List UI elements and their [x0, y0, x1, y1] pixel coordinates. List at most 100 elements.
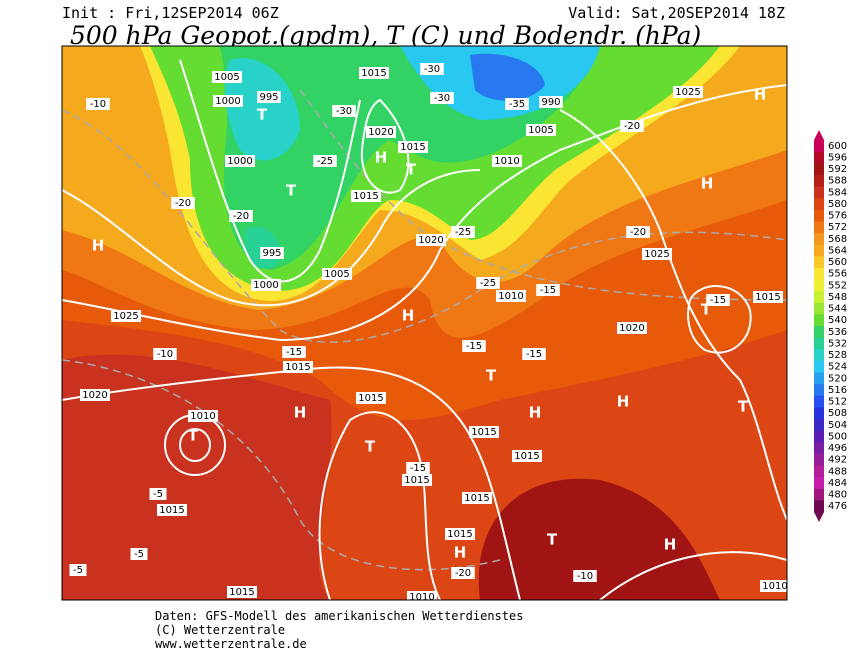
label-box	[445, 528, 475, 540]
colorbar-label: 568	[828, 234, 847, 245]
contour-label: 1000	[227, 156, 252, 167]
label-box	[283, 361, 313, 373]
pressure-center: H	[617, 393, 630, 411]
colorbar-swatch	[814, 477, 824, 490]
colorbar-label: 516	[828, 385, 847, 396]
colorbar-label: 576	[828, 211, 847, 222]
label-box	[86, 98, 110, 110]
contour-label: 1000	[253, 280, 278, 291]
label-box	[322, 268, 352, 280]
contour-label: -15	[526, 349, 542, 360]
label-box	[149, 488, 167, 500]
contour-label: -20	[455, 568, 471, 579]
colorbar-label: 496	[828, 443, 847, 454]
label-box	[153, 348, 177, 360]
colorbar-swatch	[814, 349, 824, 362]
colorbar-swatch	[814, 372, 824, 385]
contour-label: 1015	[229, 587, 254, 598]
colorbar-swatch	[814, 442, 824, 455]
colorbar-label: 504	[828, 420, 847, 431]
label-box	[416, 234, 446, 246]
pressure-center: T	[286, 182, 297, 200]
label-box	[536, 284, 560, 296]
label-box	[451, 226, 475, 238]
label-box	[706, 294, 730, 306]
colorbar-swatch	[814, 407, 824, 420]
contour-label: -10	[157, 349, 173, 360]
contour-label: -15	[466, 341, 482, 352]
colorbar-label: 476	[828, 501, 847, 512]
colorbar-swatch	[814, 221, 824, 234]
pressure-center: T	[257, 106, 268, 124]
label-box	[229, 210, 253, 222]
label-box	[469, 426, 499, 438]
label-box	[69, 564, 87, 576]
colorbar-swatch	[814, 209, 824, 222]
contour-label: 1025	[675, 87, 700, 98]
contour-label: -15	[410, 463, 426, 474]
colorbar-label: 488	[828, 466, 847, 477]
contour-label: 995	[262, 248, 281, 259]
contour-label: 1010	[409, 592, 434, 603]
footer-line: www.wetterzentrale.de	[155, 637, 307, 651]
init-time: Init : Fri,12SEP2014 06Z	[62, 4, 279, 22]
contour-label: -30	[434, 93, 450, 104]
contour-label: -25	[455, 227, 471, 238]
colorbar-label: 480	[828, 490, 847, 501]
colorbar-swatch	[814, 186, 824, 199]
label-box	[212, 71, 242, 83]
label-box	[80, 389, 110, 401]
contour-label: 1015	[404, 475, 429, 486]
pressure-center: T	[365, 438, 376, 456]
colorbar-swatch	[814, 326, 824, 339]
colorbar-label: 528	[828, 350, 847, 361]
colorbar: 6005965925885845805765725685645605565525…	[814, 130, 847, 522]
label-box	[760, 580, 787, 592]
label-box	[406, 462, 430, 474]
contour-label: 1010	[498, 291, 523, 302]
colorbar-swatch	[814, 163, 824, 176]
colorbar-label: 544	[828, 304, 847, 315]
label-box	[282, 346, 306, 358]
pressure-center: H	[701, 175, 714, 193]
contour-label: -20	[233, 211, 249, 222]
map-title: 500 hPa Geopot.(gpdm), T (C) und Bodendr…	[70, 21, 701, 50]
contour-label: -5	[134, 549, 144, 560]
label-box	[402, 474, 432, 486]
colorbar-arrow-top	[814, 130, 824, 140]
contour-label: 1015	[755, 292, 780, 303]
colorbar-swatch	[814, 279, 824, 292]
colorbar-swatch	[814, 267, 824, 280]
contour-label: 1010	[494, 156, 519, 167]
pressure-center: T	[738, 398, 749, 416]
contour-label: -20	[175, 198, 191, 209]
label-box	[356, 392, 386, 404]
label-box	[492, 155, 522, 167]
label-box	[505, 98, 529, 110]
contour-label: -5	[73, 565, 83, 576]
colorbar-label: 492	[828, 455, 847, 466]
pressure-center: H	[529, 404, 542, 422]
colorbar-label: 600	[828, 141, 847, 152]
label-box	[257, 91, 281, 103]
contour-label: -15	[286, 347, 302, 358]
colorbar-label: 560	[828, 257, 847, 268]
pressure-center: H	[454, 544, 467, 562]
pressure-center: H	[402, 307, 415, 325]
colorbar-label: 548	[828, 292, 847, 303]
label-box	[213, 95, 243, 107]
label-box	[227, 586, 257, 598]
label-box	[359, 67, 389, 79]
contour-label: 995	[259, 92, 278, 103]
contour-label: 1015	[361, 68, 386, 79]
pressure-center: T	[547, 531, 558, 549]
map-frame	[61, 45, 788, 601]
contour-label: -30	[336, 106, 352, 117]
label-box	[673, 86, 703, 98]
contour-label: 1000	[215, 96, 240, 107]
pressure-center: T	[406, 161, 417, 179]
colorbar-arrow-bottom	[814, 512, 824, 522]
contour-label: 1020	[619, 323, 644, 334]
contour-label: 1015	[471, 427, 496, 438]
